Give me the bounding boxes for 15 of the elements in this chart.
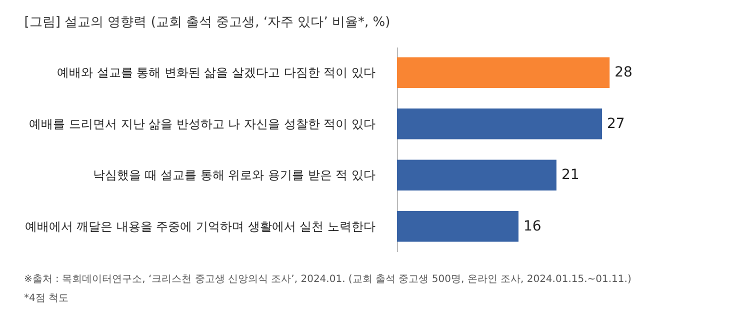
y-tick-label: 예배를 드리면서 지난 삶을 반성하고 나 자신을 성찰한 적이 있다: [29, 116, 376, 131]
data-label: 27: [607, 116, 625, 132]
text: ※출처 : 목회데이터연구소, ‘크리스천 중고생 신앙의식 조사’, 2024.01. (교회 출석 중고생 500명, 온라인 조사, 2024.01.15.~01.11.): [24, 273, 632, 287]
text: [그림] 설교의 영향력 (교회 출석 중고생, ‘자주 있다’ 비율*, %): [24, 15, 390, 30]
bar: [397, 108, 602, 140]
bar: [397, 160, 556, 190]
y-tick-label: 예배에서 깨달은 내용을 주중에 기억하며 생활에서 실천 노력한다: [24, 219, 376, 234]
bar: [397, 211, 518, 242]
data-label: 16: [523, 218, 542, 234]
y-tick-label: 낙심했을 때 설교를 통해 위로와 용기를 받은 적 있다: [92, 168, 376, 182]
data-label: 21: [561, 167, 580, 184]
text: *4점 척도: [24, 292, 70, 306]
data-label: 28: [614, 64, 632, 81]
bar: [397, 57, 610, 88]
y-tick-label: 예배와 설교를 통해 변화된 삶을 살겠다고 다짐한 적이 있다: [56, 66, 376, 80]
